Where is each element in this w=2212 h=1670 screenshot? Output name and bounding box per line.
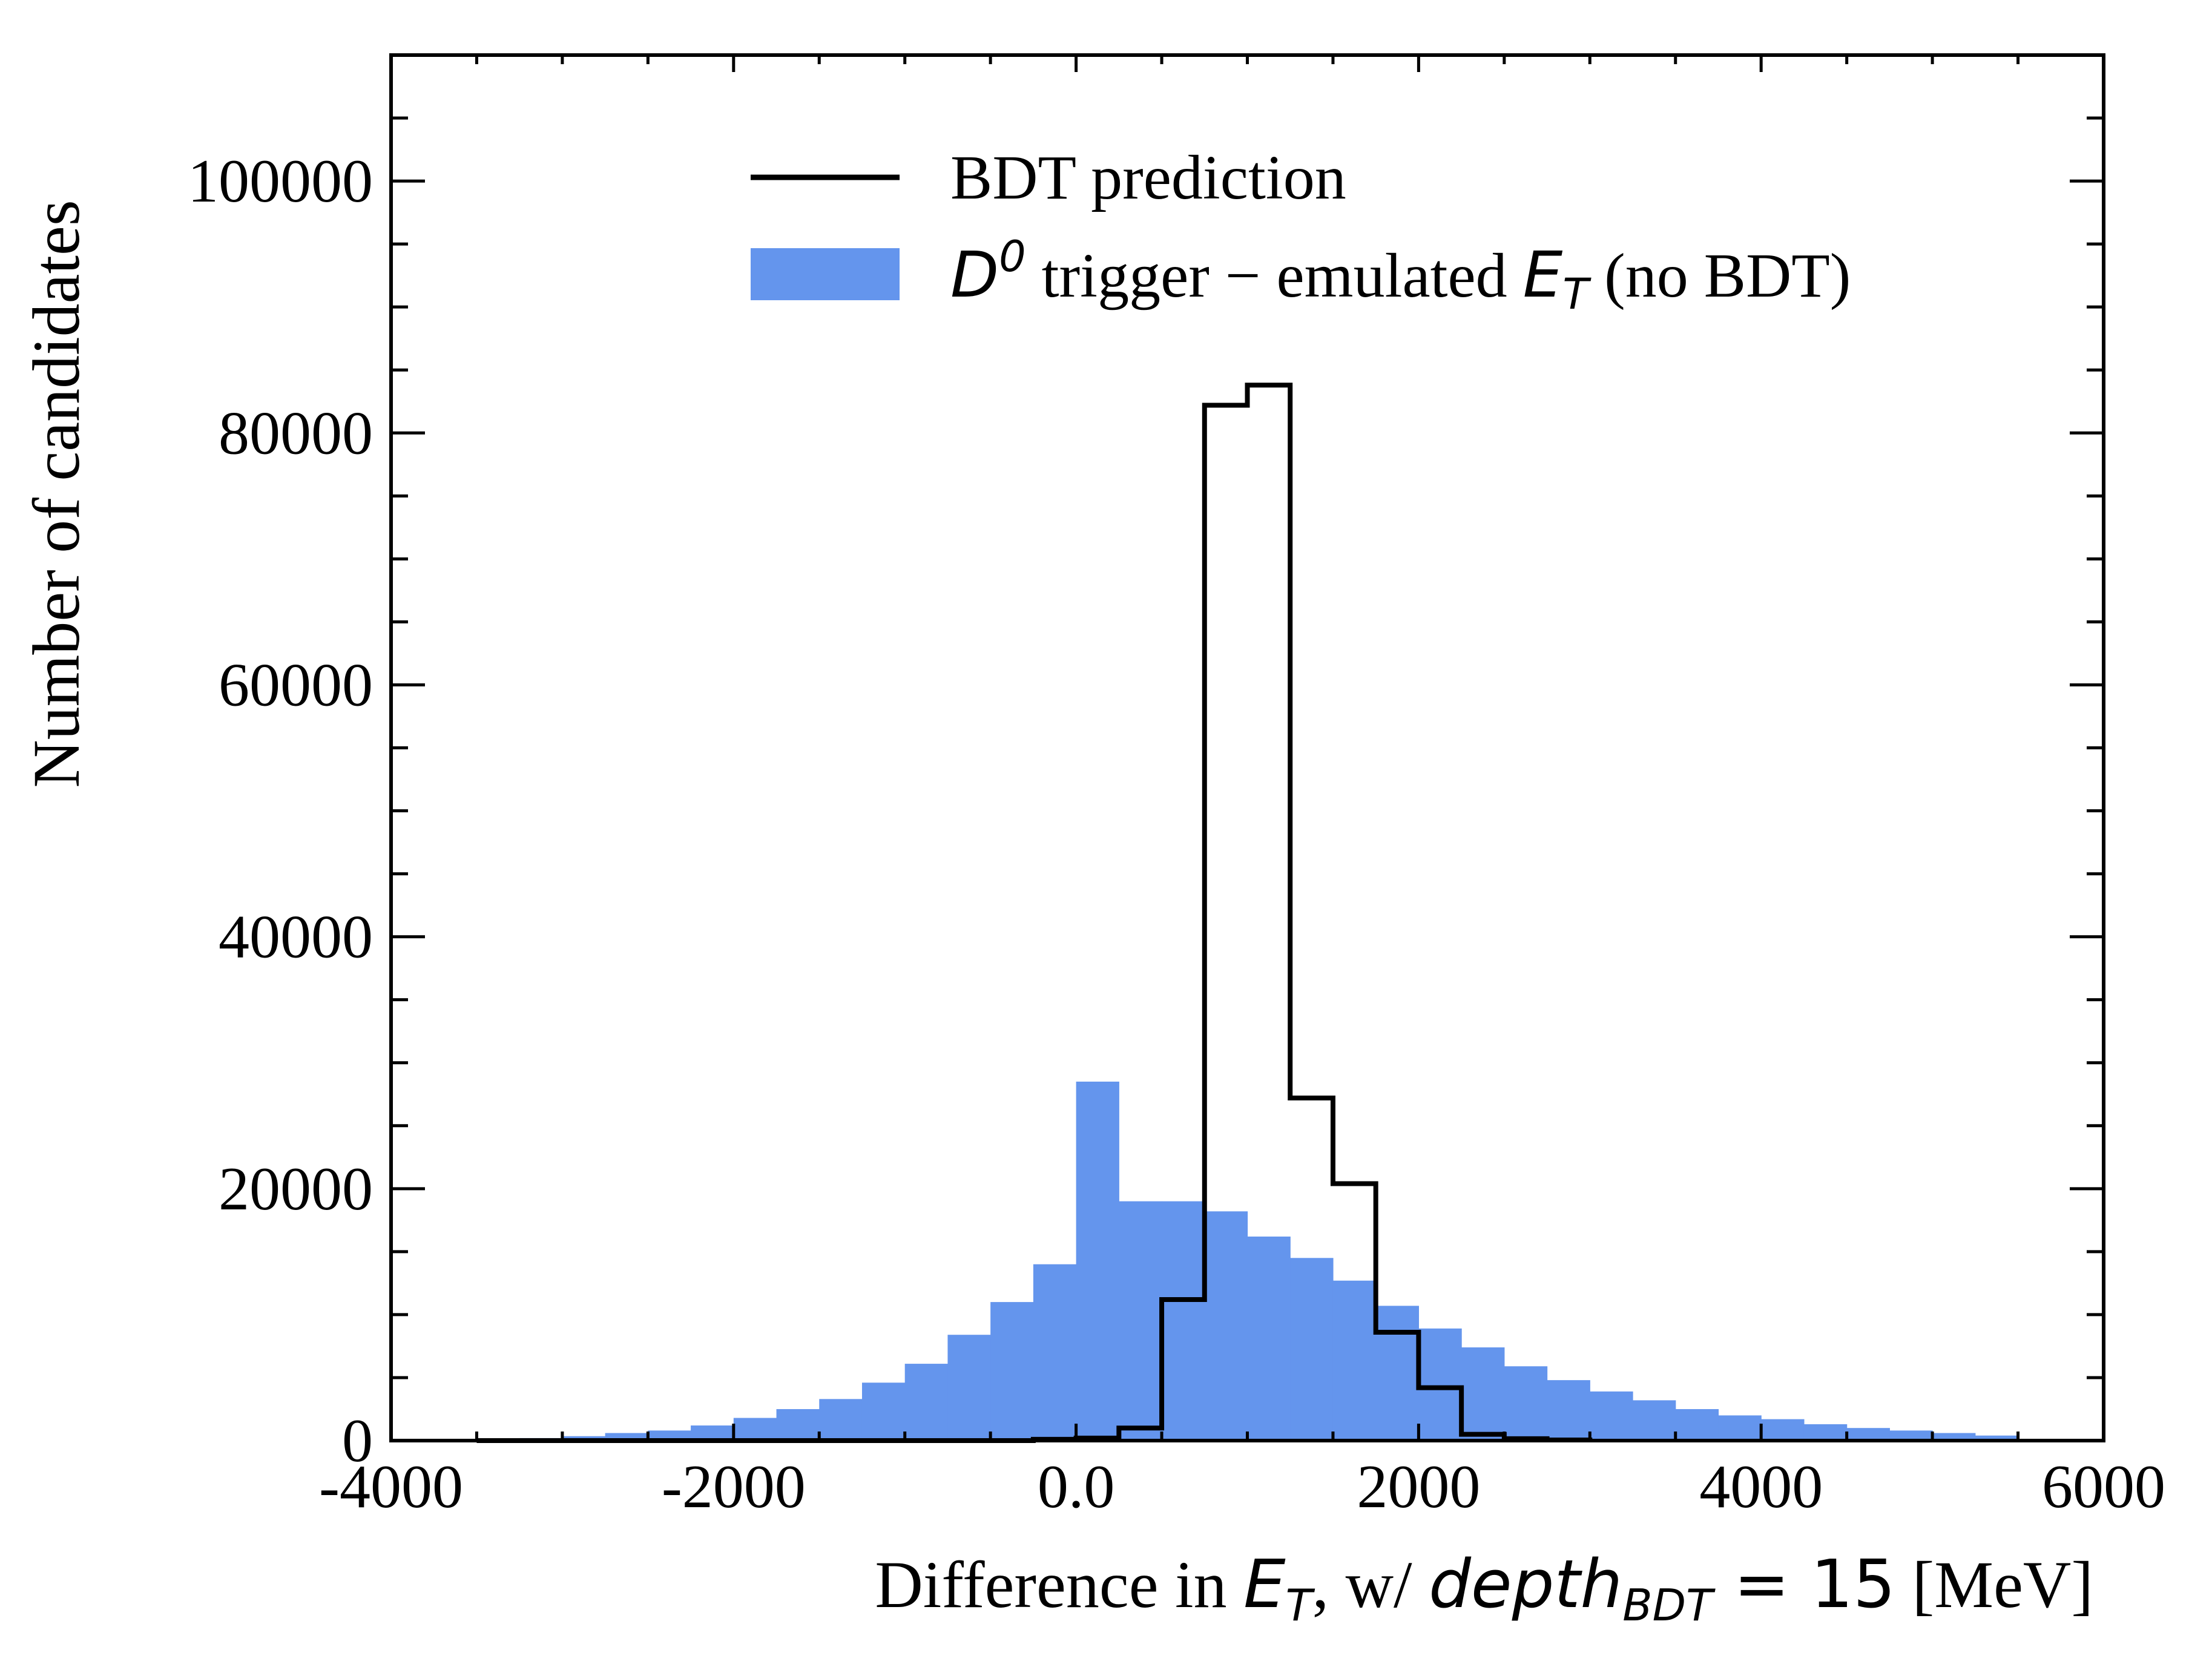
x-tick-label: 2000 — [1357, 1453, 1480, 1521]
legend-fill-swatch — [751, 248, 900, 300]
legend-label-d0-trigger: D0 trigger − emulated ET (no BDT) — [950, 232, 1851, 319]
histogram-bar — [1247, 1236, 1291, 1441]
histogram-bar — [1803, 1424, 1848, 1441]
x-axis-title: Difference in ET, w/ depthBDT = 15 [MeV] — [875, 1545, 2093, 1631]
histogram-bar — [1590, 1391, 1633, 1441]
histogram-bar — [1675, 1409, 1719, 1441]
histogram-bar — [1033, 1264, 1077, 1441]
histogram-bar — [1076, 1081, 1119, 1441]
histogram-bar — [947, 1335, 991, 1441]
histogram-bar — [1375, 1306, 1419, 1441]
legend: BDT prediction D0 trigger − emulated ET … — [751, 143, 1851, 319]
y-tick-label: 100000 — [188, 147, 373, 215]
filled-histogram-layer — [519, 1081, 2019, 1441]
histogram-bar — [990, 1302, 1034, 1441]
x-tick-label: -2000 — [662, 1453, 806, 1521]
y-tick-label: 0 — [342, 1407, 373, 1475]
histogram-bar — [1718, 1415, 1762, 1441]
histogram-bar — [819, 1399, 863, 1441]
histogram-bar — [1204, 1211, 1248, 1441]
y-tick-label: 40000 — [219, 903, 373, 971]
y-tick-label: 20000 — [219, 1155, 373, 1223]
tick-labels-layer: -4000 -2000 0.0 2000 4000 6000020000400006000… — [188, 147, 2165, 1521]
y-tick-label: 80000 — [219, 399, 373, 467]
x-tick-label: 6000 — [2042, 1453, 2165, 1521]
histogram-bar — [1162, 1201, 1205, 1441]
y-axis-title: Number of candidates — [19, 200, 93, 787]
legend-label-bdt-prediction: BDT prediction — [950, 143, 1346, 212]
x-tick-label: -4000 — [319, 1453, 463, 1521]
histogram-bar — [691, 1425, 734, 1441]
x-tick-label: 4000 — [1699, 1453, 1823, 1521]
histogram-bar — [776, 1409, 820, 1441]
x-tick-label: 0.0 — [1038, 1453, 1115, 1521]
histogram-bar — [1504, 1366, 1548, 1441]
histogram-bar — [1119, 1201, 1162, 1441]
histogram-bar — [1547, 1380, 1590, 1441]
histogram-bar — [1846, 1428, 1890, 1441]
histogram-bar — [1975, 1435, 2019, 1441]
histogram-bar — [1418, 1328, 1462, 1441]
histogram-bar — [648, 1430, 691, 1441]
plot-frame-layer — [389, 53, 2105, 1442]
histogram-bar — [1633, 1400, 1676, 1441]
plot-frame — [389, 53, 2105, 1442]
histogram-bar — [1761, 1419, 1805, 1441]
histogram-bar — [1889, 1430, 1933, 1441]
histogram-bar — [904, 1364, 949, 1441]
histogram-bar — [1332, 1280, 1377, 1441]
histogram-bar — [1932, 1433, 1976, 1441]
histogram-bar — [861, 1382, 906, 1441]
histogram-bar — [1290, 1258, 1334, 1441]
histogram-bar — [1461, 1347, 1505, 1441]
histogram-bar — [733, 1418, 777, 1441]
y-tick-label: 60000 — [219, 651, 373, 719]
